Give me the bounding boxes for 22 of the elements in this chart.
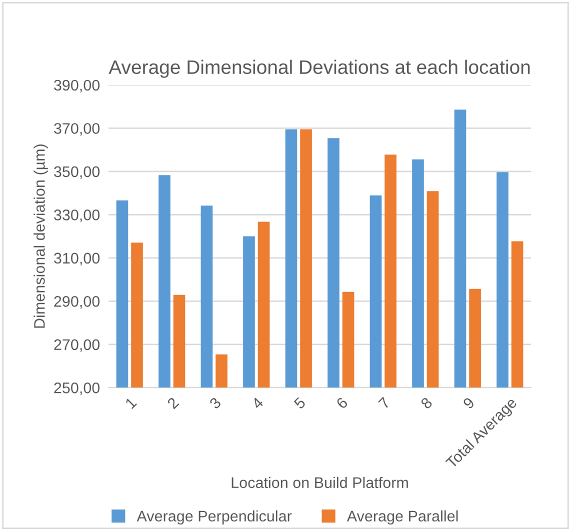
x-tick-label: 7 bbox=[378, 396, 390, 410]
legend-label: Average Perpendicular bbox=[136, 510, 292, 525]
x-tick-label: 2 bbox=[166, 396, 180, 410]
y-tick-label: 290,00 bbox=[54, 296, 100, 309]
x-tick-label: 1 bbox=[124, 396, 137, 409]
chart-title: Average Dimensional Deviations at each location bbox=[108, 60, 530, 78]
y-tick-label: 310,00 bbox=[54, 252, 100, 266]
x-tick-label: 9 bbox=[462, 396, 476, 410]
x-tick-label: 3 bbox=[208, 396, 222, 410]
y-tick-label: 270,00 bbox=[54, 339, 100, 352]
y-axis-title: Dimensional deviation (µm) bbox=[34, 144, 48, 328]
legend-label: Average Parallel bbox=[346, 510, 458, 525]
x-tick-label: 6 bbox=[336, 396, 348, 410]
y-tick-label: 370,00 bbox=[54, 123, 100, 136]
y-tick-label: 330,00 bbox=[54, 210, 100, 222]
x-tick-label: 4 bbox=[251, 396, 264, 410]
y-tick-label: 390,00 bbox=[54, 80, 100, 92]
x-tick-label: 5 bbox=[293, 396, 306, 410]
y-tick-label: 350,00 bbox=[54, 166, 100, 179]
x-axis-title: Location on Build Platform bbox=[232, 476, 408, 488]
x-tick-label: 8 bbox=[420, 396, 433, 410]
y-tick-label: 250,00 bbox=[54, 382, 100, 396]
